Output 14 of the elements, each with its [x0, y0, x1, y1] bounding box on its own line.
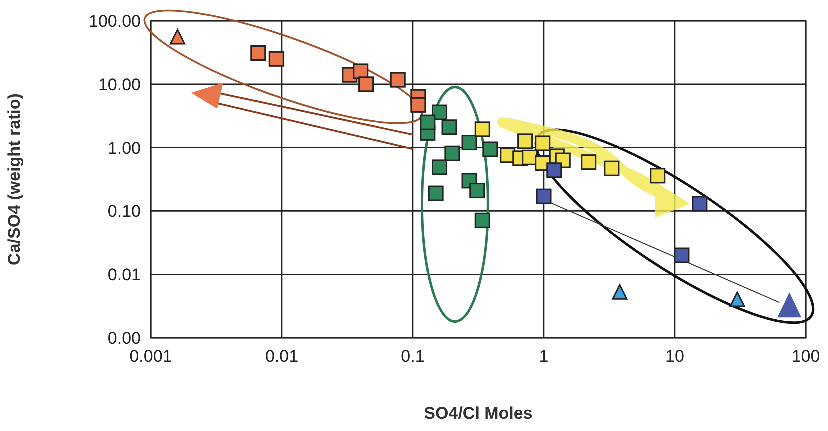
x-tick-label: 1	[539, 347, 549, 366]
x-tick-label: 0.1	[401, 347, 425, 366]
x-axis-title: SO4/Cl Moles	[424, 404, 533, 423]
y-tick-label: 10.00	[98, 75, 141, 94]
y-tick-label: 100.00	[89, 12, 141, 31]
x-tick-label: 10	[666, 347, 684, 366]
y-tick-label: 0.10	[108, 202, 141, 222]
y-tick-label: 0.00	[108, 329, 141, 348]
x-tick-label: 0.01	[265, 347, 299, 366]
y-tick-label: 1.00	[108, 138, 141, 158]
y-tick-label: 0.01	[108, 266, 141, 285]
y-axis-title: Ca/SO4 (weight ratio)	[5, 94, 24, 266]
x-tick-label: 0.001	[130, 347, 172, 366]
x-tick-label: 100	[792, 347, 820, 366]
